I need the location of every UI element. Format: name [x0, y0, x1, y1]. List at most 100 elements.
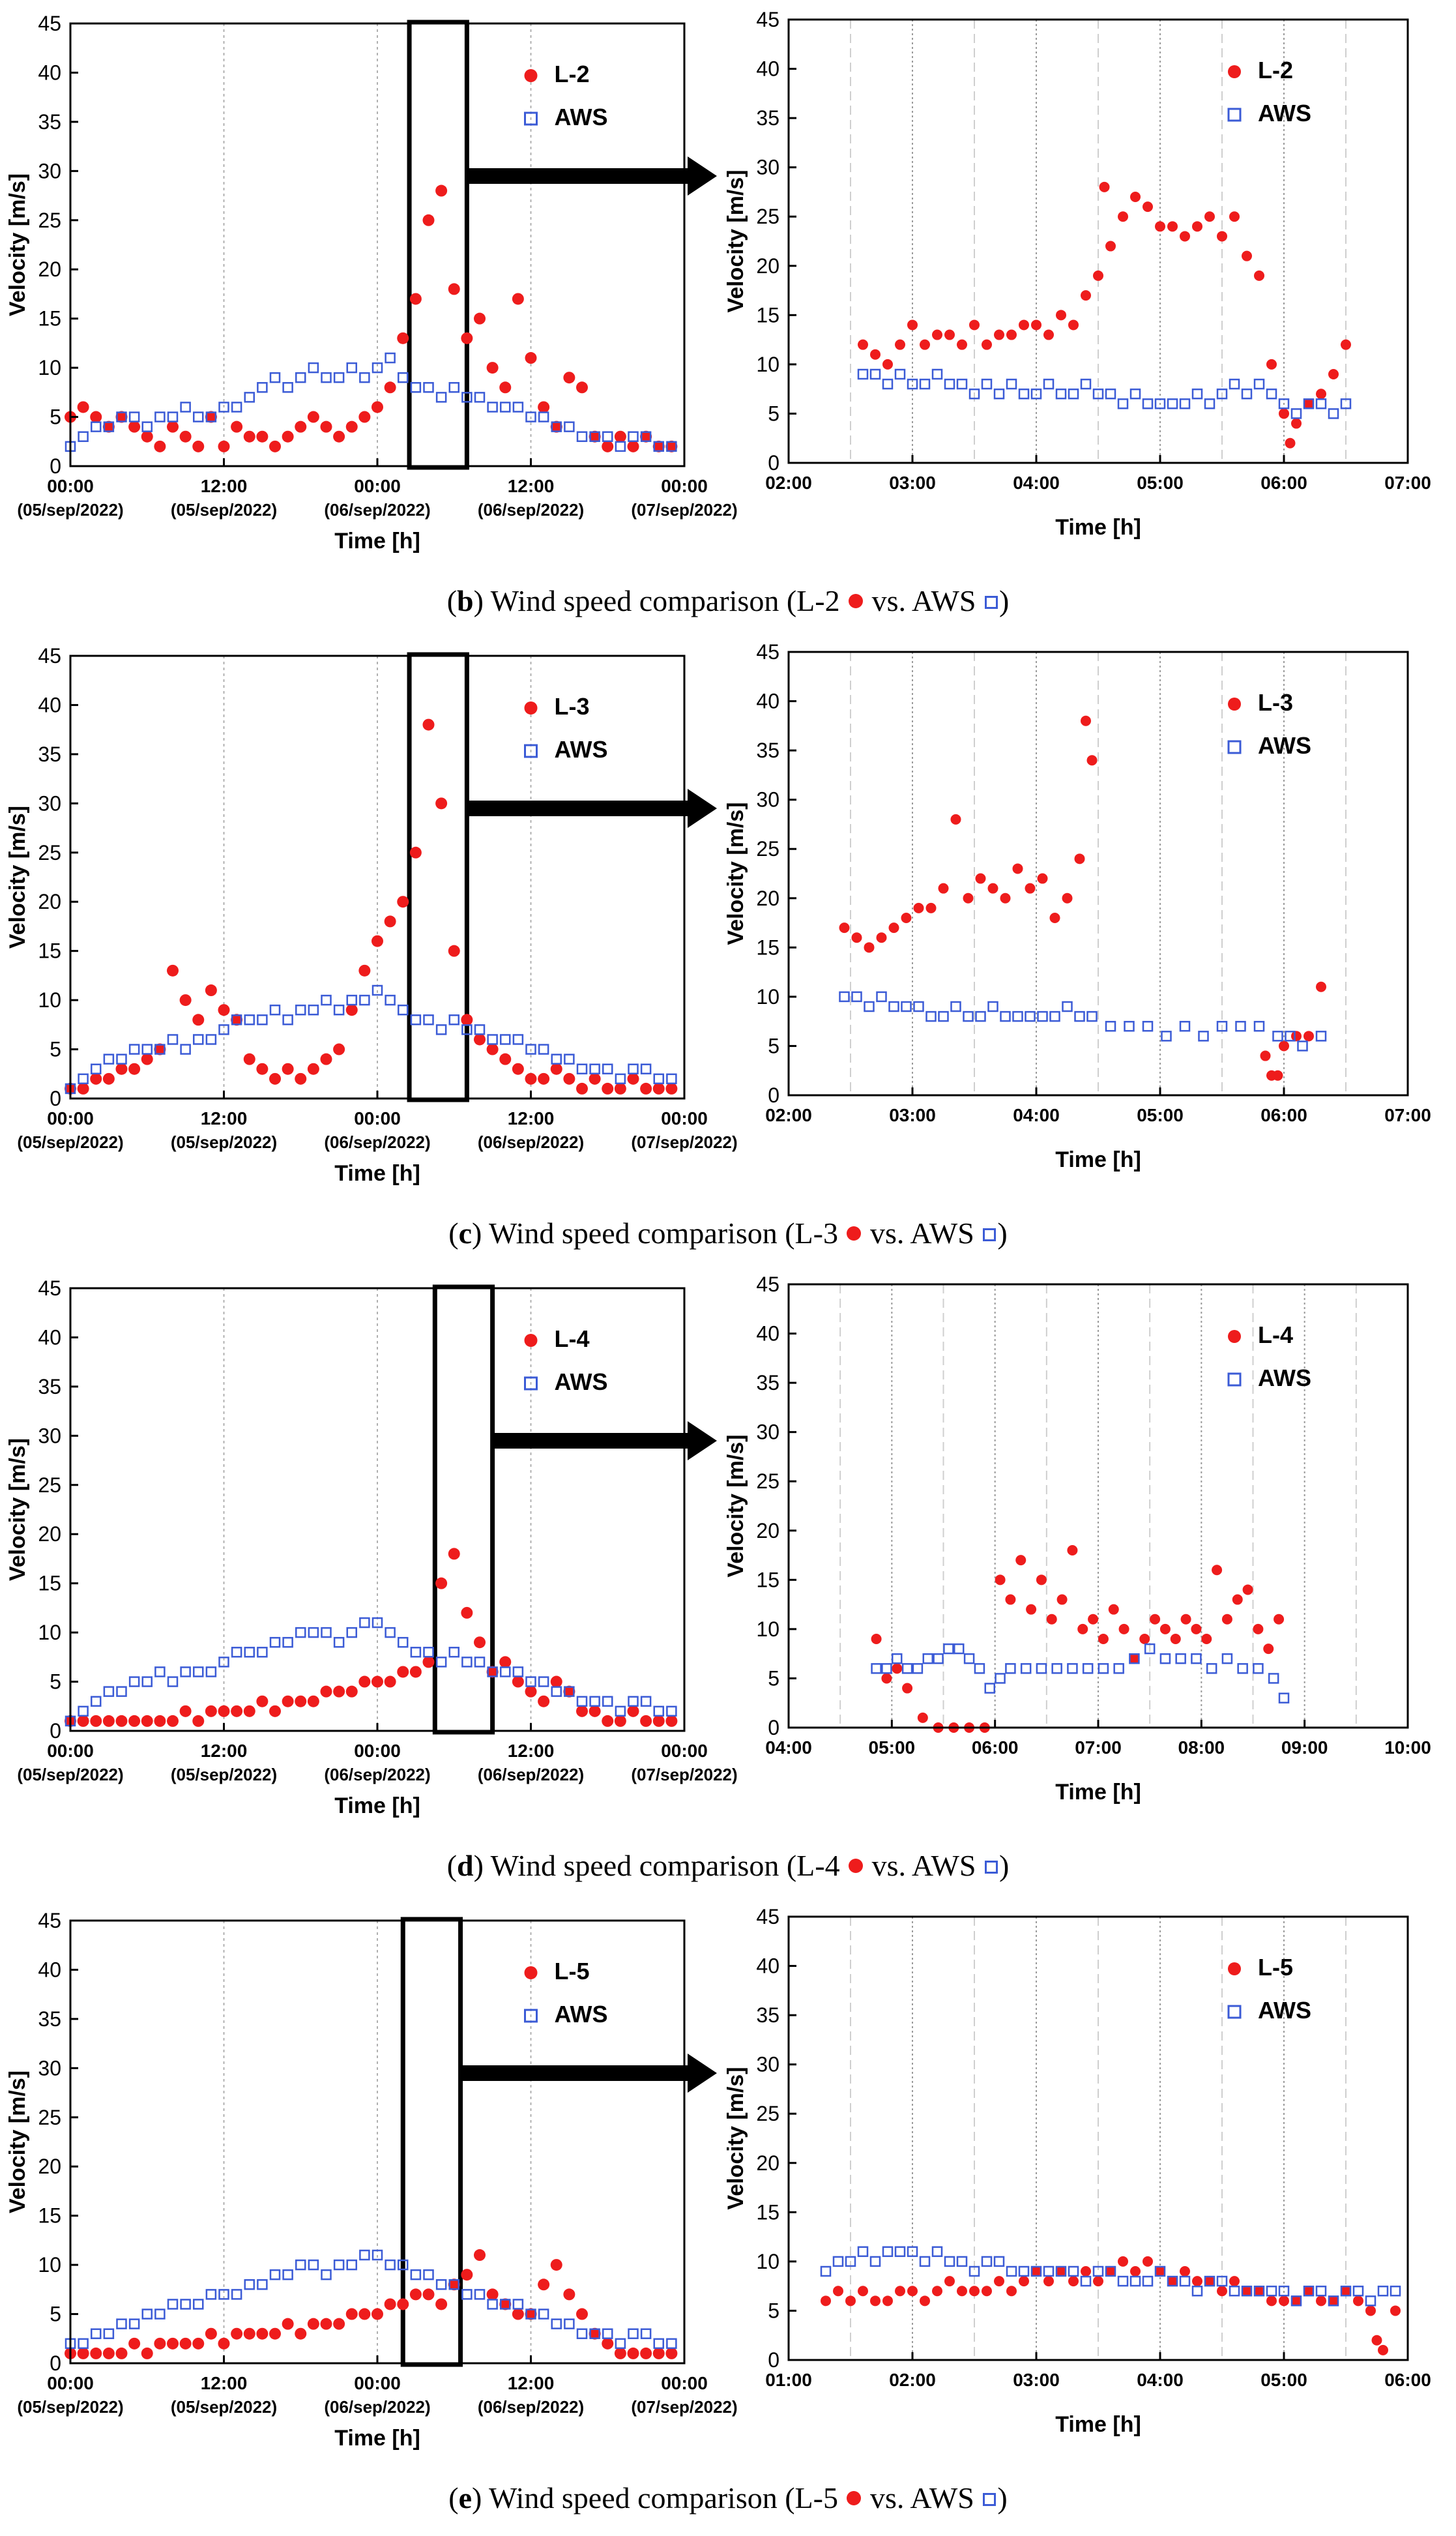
data-point-aws [1082, 1663, 1094, 1674]
y-tick-label: 40 [756, 1954, 779, 1978]
zoom-arrow-head [688, 156, 717, 196]
data-point-l-5 [422, 2288, 435, 2301]
panel-d: 0 5 10 15 20 25 30 35 40 45 00:00 (05/sep/2022) 12:0… [0, 1265, 1456, 1897]
data-point-l-2 [461, 332, 473, 344]
data-point-aws [653, 2338, 664, 2350]
data-point-aws [448, 2279, 459, 2290]
legend-label-l-4: L-4 [1258, 1321, 1293, 1348]
data-point-aws [435, 392, 447, 403]
y-tick-label: 20 [38, 1522, 61, 1546]
y-tick-label: 30 [38, 2056, 61, 2080]
y-axis-title: Velocity [m/s] [723, 170, 748, 312]
data-point-aws [91, 421, 102, 432]
data-point-l-4 [141, 1715, 153, 1727]
data-point-aws [882, 378, 894, 390]
data-point-l-4 [1005, 1594, 1016, 1605]
data-point-l-2 [397, 332, 409, 344]
data-point-aws [640, 1696, 652, 1707]
data-point-aws [1278, 1692, 1290, 1703]
data-point-l-3 [614, 1082, 626, 1095]
x-axis-title: Time [h] [1055, 515, 1141, 540]
data-point-l-5 [474, 2249, 486, 2262]
highlight-window [407, 20, 469, 470]
data-point-aws [1006, 2265, 1017, 2277]
data-point-l-3 [90, 1072, 102, 1085]
data-point-l-3 [461, 1014, 473, 1026]
data-point-l-2 [525, 352, 537, 364]
data-point-aws [398, 2259, 409, 2271]
data-point-l-5 [1303, 2286, 1314, 2297]
x-tick-label: 00:00 [661, 476, 708, 496]
data-point-l-3 [938, 883, 949, 894]
data-point-l-2 [1081, 290, 1091, 301]
x-tick-label: 00:00 [47, 1108, 94, 1128]
data-point-l-4 [1036, 1574, 1047, 1585]
data-point-l-3 [864, 942, 875, 953]
data-point-aws [938, 1010, 949, 1022]
data-point-aws [103, 421, 115, 432]
data-point-aws [1167, 2275, 1178, 2287]
data-point-l-3 [218, 1004, 230, 1016]
data-point-aws [589, 1696, 600, 1707]
data-point-l-2 [957, 339, 967, 350]
data-point-aws [154, 1666, 166, 1677]
x-tick-label: 08:00 [1178, 1737, 1225, 1758]
data-point-l-5 [1279, 2295, 1289, 2307]
data-point-l-2 [358, 411, 371, 423]
data-point-l-3 [448, 945, 460, 957]
data-point-aws [1191, 388, 1203, 400]
data-point-l-2 [1006, 329, 1017, 340]
data-point-aws [487, 2299, 498, 2310]
data-point-l-4 [461, 1606, 473, 1619]
data-point-aws [1191, 1653, 1202, 1664]
data-point-l-3 [397, 896, 409, 908]
data-point-aws [321, 2269, 332, 2280]
data-point-aws [851, 991, 862, 1003]
data-point-l-5 [243, 2327, 255, 2340]
data-point-l-4 [422, 1656, 435, 1668]
caption-circle-icon [849, 1859, 864, 1873]
data-point-l-5 [845, 2295, 856, 2307]
data-point-aws [1105, 1020, 1116, 1032]
data-point-l-4 [243, 1705, 255, 1717]
y-tick-label: 30 [38, 1424, 61, 1447]
data-point-l-5 [944, 2276, 955, 2287]
data-point-l-5 [920, 2295, 930, 2307]
x-axis-title: Time [h] [334, 2426, 420, 2451]
data-point-l-4 [1242, 1584, 1253, 1595]
y-tick-label: 10 [756, 1617, 779, 1641]
data-point-l-3 [876, 932, 887, 943]
data-point-aws [231, 402, 242, 413]
y-tick-label: 40 [756, 1322, 779, 1346]
data-point-aws [525, 411, 536, 422]
data-point-l-2 [858, 339, 868, 350]
y-tick-label: 45 [38, 644, 61, 668]
data-point-aws [981, 2256, 993, 2267]
data-point-aws [1092, 2265, 1104, 2277]
data-point-aws [1142, 1020, 1154, 1032]
y-tick-label: 5 [768, 1034, 779, 1057]
data-point-l-4 [871, 1634, 882, 1644]
data-point-l-2 [90, 411, 102, 423]
data-point-l-3 [371, 935, 383, 947]
data-point-aws [913, 1001, 924, 1012]
data-point-aws [1191, 2285, 1203, 2297]
y-tick-label: 40 [756, 690, 779, 713]
data-point-l-5 [282, 2318, 294, 2330]
x-tick-label: 12:00 [508, 476, 555, 496]
y-tick-label: 25 [756, 205, 779, 228]
y-tick-label: 35 [38, 2007, 61, 2031]
y-tick-label: 15 [756, 936, 779, 959]
data-point-aws [91, 1063, 102, 1074]
data-point-aws [1253, 2285, 1265, 2297]
data-point-aws [1167, 398, 1178, 409]
y-tick-label: 25 [38, 2106, 61, 2129]
data-point-aws [218, 1024, 229, 1035]
data-point-aws [193, 411, 204, 422]
data-point-aws [666, 441, 677, 452]
y-tick-label: 15 [38, 307, 61, 331]
data-point-aws [1012, 1010, 1023, 1022]
data-point-aws [576, 2328, 588, 2339]
data-point-aws [154, 1044, 166, 1055]
data-point-l-4 [1088, 1614, 1099, 1625]
